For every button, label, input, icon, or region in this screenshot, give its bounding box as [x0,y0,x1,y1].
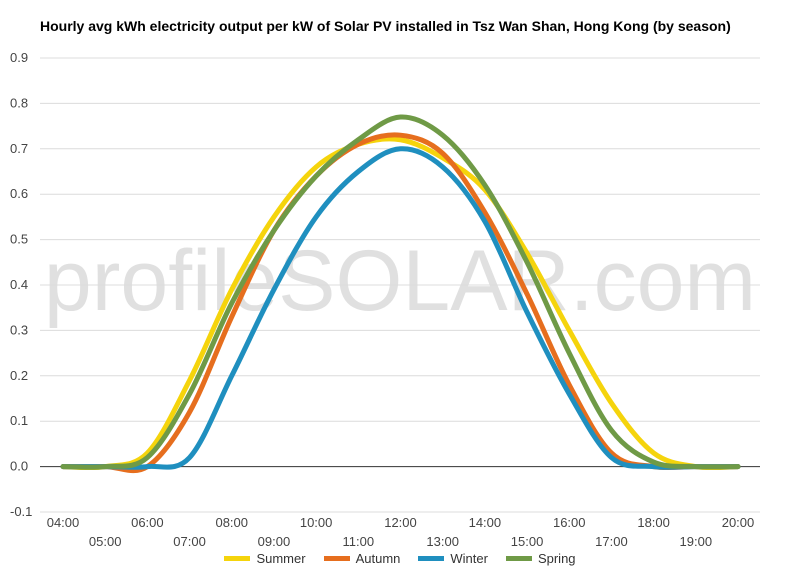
x-tick-label: 04:00 [47,515,80,530]
series-line-summer [60,136,741,471]
chart-title: Hourly avg kWh electricity output per kW… [40,18,731,34]
y-tick-label: 0.8 [10,95,28,110]
y-tick-label: 0.2 [10,368,28,383]
legend-label: Spring [537,550,576,566]
y-tick-label: 0.4 [10,277,28,292]
legend-item-summer[interactable]: Summer [224,549,306,567]
legend-swatch [505,555,532,561]
series-lines [60,114,741,474]
x-tick-label: 14:00 [469,515,502,530]
x-tick-label: 20:00 [722,515,755,530]
x-tick-label: 05:00 [89,534,122,549]
gridlines [40,57,760,513]
legend-swatch [224,555,251,561]
y-tick-label: 0.6 [10,186,28,201]
x-tick-label: 18:00 [637,515,670,530]
legend-swatch [323,555,350,561]
x-axis-ticks: 04:00 05:00 06:00 07:00 08:00 09:00 10:00 11:00… [47,515,755,549]
x-tick-label: 16:00 [553,515,586,530]
x-tick-label: 13:00 [426,534,459,549]
legend-label: Autumn [355,550,401,566]
x-tick-label: 06:00 [131,515,164,530]
x-tick-label: 10:00 [300,515,333,530]
y-tick-label: 0.7 [10,141,28,156]
legend-label: Winter [450,550,488,566]
y-tick-label: 0.5 [10,232,28,247]
series-line-spring [60,114,741,470]
series-line-autumn [60,132,741,474]
x-tick-label: 15:00 [511,534,544,549]
series-line-winter [60,146,741,470]
y-tick-label: 0.3 [10,322,28,337]
y-tick-label: 0.9 [10,50,28,65]
y-axis-ticks: -0.1 0.0 0.1 0.2 0.3 0.4 0.5 0.6 0.7 0.8 0.9 [10,50,32,519]
x-tick-label: 07:00 [173,534,206,549]
x-tick-label: 19:00 [680,534,713,549]
y-tick-label: 0.1 [10,413,28,428]
legend-item-autumn[interactable]: Autumn [323,549,401,567]
legend-swatch [418,555,445,561]
x-tick-label: 09:00 [258,534,291,549]
legend: Summer Autumn Winter Spring [0,549,800,567]
legend-label: Summer [256,550,306,566]
legend-item-winter[interactable]: Winter [418,549,488,567]
watermark: profileSOLAR.com [44,233,756,329]
x-tick-label: 17:00 [595,534,628,549]
x-tick-label: 11:00 [343,534,375,549]
y-tick-label: -0.1 [10,504,32,519]
x-tick-label: 12:00 [384,515,417,530]
y-tick-label: 0.0 [10,459,28,474]
legend-item-spring[interactable]: Spring [505,549,576,567]
x-tick-label: 08:00 [215,515,248,530]
